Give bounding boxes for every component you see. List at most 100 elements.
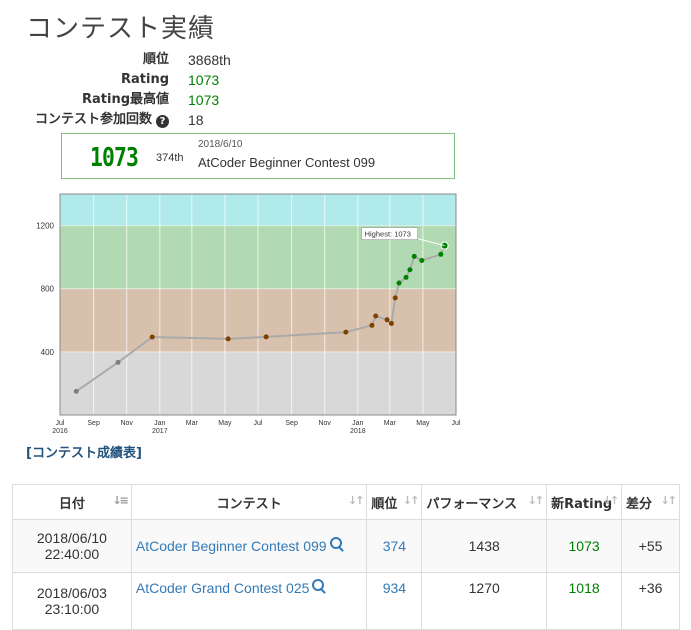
data-point: [403, 274, 409, 280]
data-point: [392, 295, 398, 301]
stat-value: 1073: [188, 92, 220, 108]
stat-label: コンテスト参加回数: [34, 112, 152, 127]
header-contest[interactable]: コンテスト ↓↑: [130, 484, 368, 520]
sort-icon[interactable]: ↓↑: [402, 494, 420, 507]
question-icon[interactable]: ?: [156, 115, 169, 128]
header-date[interactable]: 日付 ↓≡: [12, 484, 132, 520]
contest-link[interactable]: AtCoder Grand Contest 025: [135, 580, 310, 596]
stat-label: Rating最高値: [81, 92, 169, 107]
history-table: 日付 ↓≡ コンテスト ↓↑ 順位 ↓↑ パフォーマンス ↓↑ 新Rating ↓↑ 差分…: [12, 484, 680, 630]
data-point: [438, 251, 444, 257]
search-icon[interactable]: [329, 537, 342, 549]
latest-date: 2018/6/10: [198, 139, 243, 150]
table-row: 2018/06/03 23:10:00 AtCoder Grand Contest…: [12, 572, 680, 630]
stat-value: 1073: [188, 72, 220, 88]
x-tick-label: Mar: [186, 420, 199, 427]
header-label: 日付: [58, 496, 85, 512]
data-point: [411, 253, 417, 259]
data-point: [225, 336, 231, 342]
cell-diff: +36: [621, 572, 680, 630]
data-point: [384, 317, 390, 323]
stat-rating: Rating 1073: [26, 70, 231, 90]
data-point: [343, 329, 349, 335]
x-tick-year: 2017: [152, 428, 168, 435]
stat-count: コンテスト参加回数? 18: [26, 110, 231, 130]
cell-diff: +55: [621, 519, 680, 573]
x-tick-label: Sep: [285, 420, 298, 427]
table-row: 2018/06/10 22:40:00 AtCoder Beginner Cont…: [12, 519, 680, 573]
cell-contest: AtCoder Grand Contest 025: [130, 572, 368, 630]
cell-contest: AtCoder Beginner Contest 099: [130, 519, 368, 573]
x-tick-label: May: [218, 420, 232, 427]
cell-rank[interactable]: 374: [366, 519, 423, 573]
sort-icon[interactable]: ↓↑: [527, 494, 545, 507]
time-text: 23:10:00: [44, 601, 100, 617]
data-point: [396, 280, 402, 286]
latest-rank: 374th: [156, 152, 184, 164]
x-tick-label: Nov: [318, 420, 331, 427]
stat-highest: Rating最高値 1073: [26, 90, 231, 110]
data-point: [369, 322, 375, 328]
sort-icon[interactable]: ↓↑: [347, 494, 365, 507]
header-label: 順位: [371, 496, 398, 512]
x-tick-label: Jan: [352, 420, 363, 427]
x-tick-label: Sep: [87, 420, 100, 427]
contest-results-link[interactable]: [コンテスト成績表]: [26, 446, 142, 461]
highest-tooltip-text: Highest: 1073: [365, 230, 411, 239]
data-point: [263, 334, 269, 340]
data-point: [373, 313, 379, 319]
stats-table: 順位 3868th Rating 1073 Rating最高値 1073 コンテ…: [26, 50, 231, 130]
cell-rank[interactable]: 934: [366, 572, 423, 630]
stat-value: 3868th: [188, 52, 231, 68]
date-text: 2018/06/03: [36, 585, 107, 601]
tooltip-pointer: [417, 238, 445, 247]
cell-performance: 1270: [421, 572, 548, 630]
latest-rating: 1073: [90, 143, 139, 173]
header-label: 新Rating: [551, 496, 613, 512]
y-tick-label: 1200: [36, 222, 54, 231]
stat-label: Rating: [120, 72, 169, 87]
sort-icon[interactable]: ↓↑: [602, 494, 620, 507]
latest-result-box: 1073 374th 2018/6/10 AtCoder Beginner Co…: [61, 133, 455, 179]
latest-contest: AtCoder Beginner Contest 099: [198, 155, 376, 170]
x-tick-label: Jul: [254, 420, 263, 427]
cell-rating: 1018: [546, 572, 623, 630]
data-point: [388, 320, 394, 326]
data-point: [73, 388, 79, 394]
page-title: コンテスト実績: [26, 14, 216, 44]
cell-rating: 1073: [546, 519, 623, 573]
x-tick-label: Nov: [120, 420, 133, 427]
plot-frame: [59, 193, 457, 416]
stat-label-count: コンテスト参加回数?: [26, 110, 169, 130]
contest-link[interactable]: AtCoder Beginner Contest 099: [135, 538, 327, 554]
header-performance[interactable]: パフォーマンス ↓↑: [421, 484, 548, 520]
search-icon[interactable]: [312, 579, 325, 591]
y-tick-label: 400: [41, 348, 55, 357]
x-tick-label: Jul: [452, 420, 461, 427]
stat-label: 順位: [142, 52, 169, 67]
data-point: [149, 334, 155, 340]
time-text: 22:40:00: [44, 546, 100, 562]
header-new-rating[interactable]: 新Rating ↓↑: [546, 484, 623, 520]
data-point: [440, 241, 449, 250]
header-rank[interactable]: 順位 ↓↑: [366, 484, 423, 520]
cell-date: 2018/06/03 23:10:00: [12, 572, 132, 630]
header-diff[interactable]: 差分 ↓↑: [621, 484, 680, 520]
date-text: 2018/06/10: [36, 530, 107, 546]
highest-tooltip: [361, 227, 418, 240]
table-header-row: 日付 ↓≡ コンテスト ↓↑ 順位 ↓↑ パフォーマンス ↓↑ 新Rating ↓↑ 差分…: [12, 484, 680, 520]
x-tick-label: Jan: [154, 420, 165, 427]
header-label: コンテスト: [216, 496, 282, 512]
y-tick-label: 800: [41, 285, 55, 294]
data-point: [419, 257, 425, 263]
x-tick-year: 2016: [52, 428, 68, 435]
sort-desc-icon[interactable]: ↓≡: [112, 494, 129, 507]
stat-rank: 順位 3868th: [26, 50, 231, 70]
cell-date: 2018/06/10 22:40:00: [12, 519, 132, 573]
sort-icon[interactable]: ↓↑: [660, 494, 678, 507]
cell-performance: 1438: [421, 519, 548, 573]
x-tick-label: Mar: [384, 420, 397, 427]
data-point: [407, 267, 413, 273]
stat-value: 18: [188, 112, 204, 128]
